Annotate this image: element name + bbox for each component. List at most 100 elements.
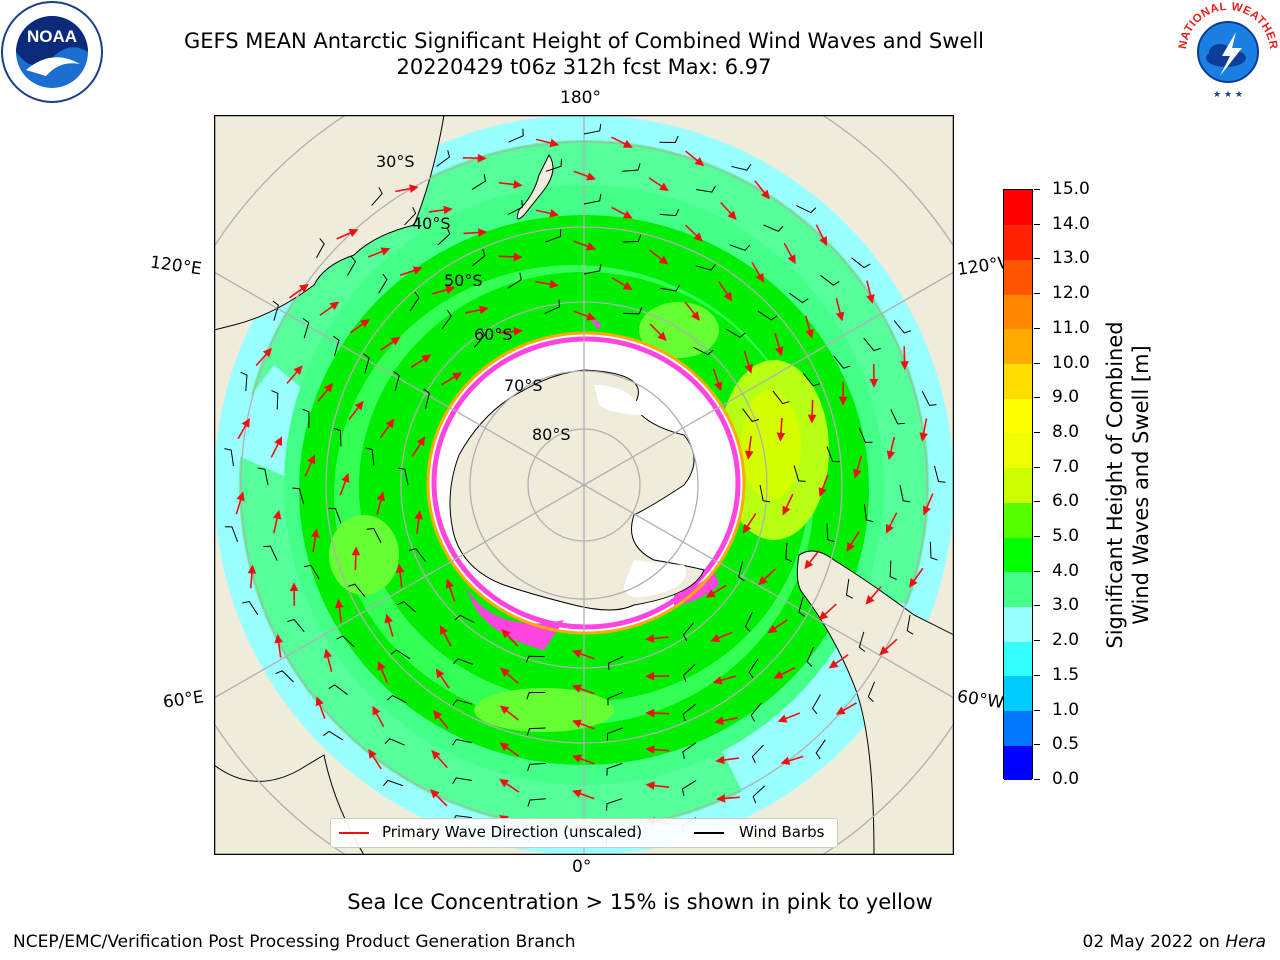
wave-direction-arrowhead — [324, 383, 334, 393]
wind-barb — [323, 730, 343, 741]
wind-barb — [224, 526, 239, 542]
colorbar-label: Significant Height of Combined Wind Wave… — [1102, 275, 1154, 695]
wind-barb — [608, 656, 624, 671]
wind-barb — [929, 541, 938, 561]
colorbar-segment — [1004, 745, 1032, 781]
lon-label-120e: 120°E — [148, 252, 203, 280]
wave-direction-arrowhead — [421, 354, 432, 363]
wave-direction-arrowhead — [787, 254, 796, 265]
wave-direction-arrowhead — [571, 789, 582, 798]
wave-direction-arrowhead — [433, 709, 443, 720]
wind-barb — [682, 703, 696, 721]
wind-barb — [789, 292, 809, 304]
wind-barb — [851, 257, 871, 269]
wave-direction-arrowhead — [247, 564, 257, 574]
wave-direction-arrowhead — [755, 272, 765, 283]
wave-direction-arrowhead — [776, 432, 786, 442]
wave-direction-arrowhead — [586, 172, 597, 181]
svg-text:★ ★ ★: ★ ★ ★ — [1213, 90, 1243, 100]
wind-barb — [731, 164, 752, 171]
colorbar-tick-label: 1.0 — [1052, 699, 1080, 720]
lon-label-0: 0° — [572, 857, 592, 877]
colorbar-tick — [1034, 779, 1040, 780]
lat-label-30s: 30°S — [376, 152, 415, 171]
wave-direction-arrowhead — [354, 400, 364, 411]
wind-barb — [366, 527, 382, 543]
footer-machine: Hera — [1225, 932, 1266, 952]
wind-barb — [889, 560, 897, 580]
wave-direction-arrowhead — [846, 541, 855, 552]
wind-barb — [397, 467, 409, 486]
wave-direction-arrowhead — [919, 432, 928, 442]
wind-barb — [347, 255, 357, 276]
wind-barb — [738, 561, 745, 582]
wave-direction-arrowhead — [900, 361, 909, 371]
lon-label-60e: 60°E — [161, 687, 206, 713]
wave-direction-arrowhead — [377, 660, 386, 671]
wave-direction-arrowhead — [412, 266, 423, 275]
wave-direction-arrowhead — [865, 595, 875, 605]
polar-stereographic-map: 30°S 40°S 50°S 60°S 70°S 80°S — [214, 115, 954, 855]
wave-direction-arrowhead — [372, 705, 381, 716]
colorbar-segment — [1004, 467, 1032, 503]
wind-barb — [333, 335, 340, 356]
wind-barb — [386, 694, 407, 704]
wind-barb — [383, 779, 404, 787]
wave-direction-arrowhead — [571, 649, 582, 658]
colorbar-tick — [1034, 327, 1040, 329]
wind-barb — [583, 263, 602, 275]
wind-barb — [893, 320, 912, 334]
wind-barb — [623, 307, 643, 315]
colorbar-tick-label: 13.0 — [1052, 248, 1090, 269]
wave-direction-arrowhead — [376, 491, 386, 502]
wind-barb — [472, 249, 486, 267]
wave-direction-arrowhead — [499, 778, 509, 788]
wave-direction-arrowhead — [782, 505, 791, 516]
wind-barb — [545, 159, 562, 172]
wind-barb — [507, 272, 522, 289]
wave-direction-arrowhead — [853, 468, 862, 479]
wind-barb — [682, 622, 695, 642]
wave-direction-arrowhead — [723, 291, 733, 302]
wave-direction-arrowhead — [416, 436, 426, 447]
sea-ice-note: Sea Ice Concentration > 15% is shown in … — [347, 890, 933, 914]
wave-direction-arrowhead — [513, 180, 523, 189]
colorbar-tick-label: 6.0 — [1052, 491, 1080, 512]
colorbar-tick — [1034, 640, 1040, 642]
lat-label-60s: 60°S — [474, 325, 513, 344]
wind-barb — [224, 448, 235, 467]
wind-barb — [607, 691, 623, 706]
wind-barb — [292, 487, 305, 505]
wind-barb — [404, 206, 417, 226]
wave-direction-arrowhead — [549, 279, 559, 289]
colorbar-tick — [1034, 536, 1040, 538]
wave-direction-arrowhead — [299, 283, 309, 293]
wind-barb — [452, 699, 473, 706]
colorbar-segment — [1004, 328, 1032, 365]
wind-barb — [390, 649, 411, 660]
wind-barb — [328, 507, 342, 524]
wind-barbs — [224, 123, 946, 846]
colorbar-tick-label: 15.0 — [1052, 179, 1090, 199]
footer-date: 02 May 2022 on Hera — [1083, 932, 1267, 952]
wind-barb — [452, 738, 473, 746]
wave-direction-arrowhead — [622, 210, 633, 219]
wind-barb — [384, 738, 405, 746]
noaa-logo: NOAA — [1, 1, 103, 103]
wave-direction-arrowhead — [715, 755, 725, 765]
wind-barb — [527, 762, 546, 772]
wind-barb — [796, 205, 817, 214]
wave-direction-arrowhead — [513, 327, 524, 336]
wave-direction-arrowhead — [835, 311, 845, 322]
wave-direction-arrowhead — [274, 436, 283, 447]
wave-direction-arrowhead — [693, 232, 703, 242]
wind-barb — [772, 390, 790, 405]
wave-direction-arrowhead — [236, 491, 245, 502]
wind-barb — [798, 596, 805, 617]
wind-barb — [763, 224, 784, 232]
wave-direction-arrowhead — [445, 285, 456, 294]
wind-barb — [471, 174, 487, 190]
colorbar-tick — [1034, 293, 1040, 295]
wind-barb — [693, 346, 714, 356]
colorbar-tick — [1034, 362, 1040, 364]
